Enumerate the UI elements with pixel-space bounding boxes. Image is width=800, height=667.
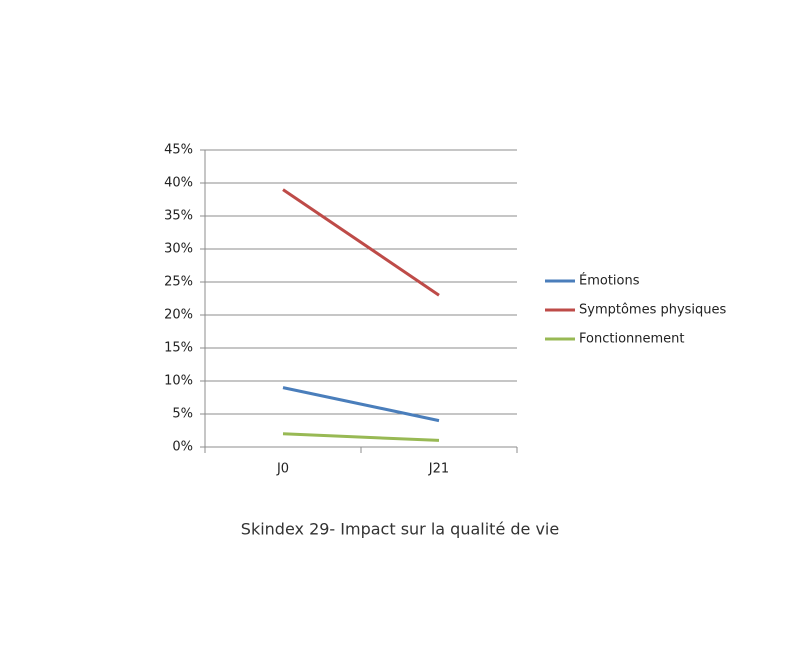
- series-line: [282, 386, 440, 423]
- legend-label: Fonctionnement: [579, 332, 685, 347]
- series-line: [282, 188, 440, 297]
- x-tick-label: J0: [276, 462, 289, 477]
- legend-label: Symptômes physiques: [579, 303, 727, 318]
- y-tick-label: 20%: [164, 308, 193, 323]
- legend-label: Émotions: [579, 273, 640, 289]
- y-tick-label: 10%: [164, 374, 193, 389]
- y-tick-label: 25%: [164, 275, 193, 290]
- y-tick-label: 30%: [164, 242, 193, 257]
- chart-caption: Skindex 29- Impact sur la qualité de vie: [241, 520, 559, 539]
- y-tick-label: 15%: [164, 341, 193, 356]
- y-tick-label: 5%: [172, 407, 193, 422]
- y-tick-label: 0%: [172, 440, 193, 455]
- y-tick-label: 45%: [164, 143, 193, 158]
- y-tick-label: 35%: [164, 209, 193, 224]
- series-line: [282, 432, 440, 442]
- y-tick-label: 40%: [164, 176, 193, 191]
- x-tick-label: J21: [428, 462, 449, 477]
